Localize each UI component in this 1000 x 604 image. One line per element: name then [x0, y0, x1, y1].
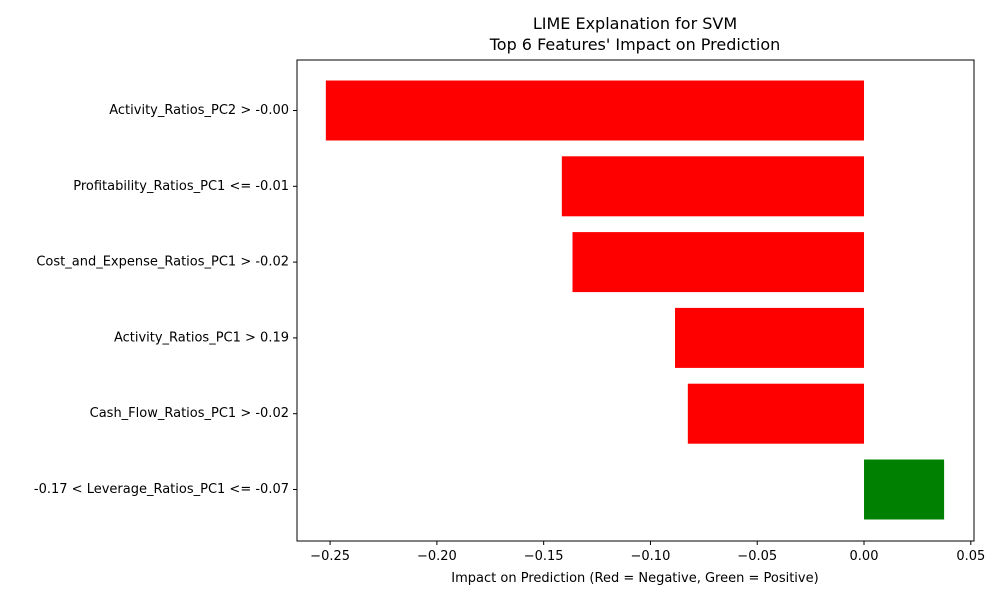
x-tick-label: −0.15 [524, 549, 564, 564]
bar-4 [675, 307, 865, 368]
x-tick-label: −0.25 [310, 549, 350, 564]
x-tick-label: −0.20 [417, 549, 457, 564]
bar-2 [561, 156, 865, 217]
y-axis-ticks: Activity_Ratios_PC2 > -0.00 Profitability… [34, 103, 297, 497]
y-tick-label: Profitability_Ratios_PC1 <= -0.01 [73, 179, 289, 194]
bar-3 [572, 232, 865, 293]
y-tick-label: Cost_and_Expense_Ratios_PC1 > -0.02 [36, 255, 289, 270]
x-tick-label: 0.05 [956, 549, 985, 564]
y-tick-label: Cash_Flow_Ratios_PC1 > -0.02 [90, 406, 289, 421]
bars-layer [325, 80, 945, 520]
y-tick-label: -0.17 < Leverage_Ratios_PC1 <= -0.07 [34, 482, 289, 497]
bar-1 [325, 80, 865, 141]
bar-6 [864, 459, 945, 520]
bar-5 [687, 383, 865, 444]
x-tick-label: −0.10 [631, 549, 671, 564]
x-axis-ticks: −0.25 −0.20 −0.15 −0.10 −0.05 0.00 0.05 [310, 541, 985, 564]
y-tick-label: Activity_Ratios_PC1 > 0.19 [114, 330, 289, 345]
x-tick-label: 0.00 [850, 549, 879, 564]
y-tick-label: Activity_Ratios_PC2 > -0.00 [109, 103, 289, 118]
chart-subtitle: Top 6 Features' Impact on Prediction [489, 35, 781, 54]
chart-title: LIME Explanation for SVM [533, 14, 737, 33]
x-axis-label: Impact on Prediction (Red = Negative, Gr… [451, 571, 818, 586]
x-tick-label: −0.05 [737, 549, 777, 564]
plot-frame [296, 59, 975, 542]
